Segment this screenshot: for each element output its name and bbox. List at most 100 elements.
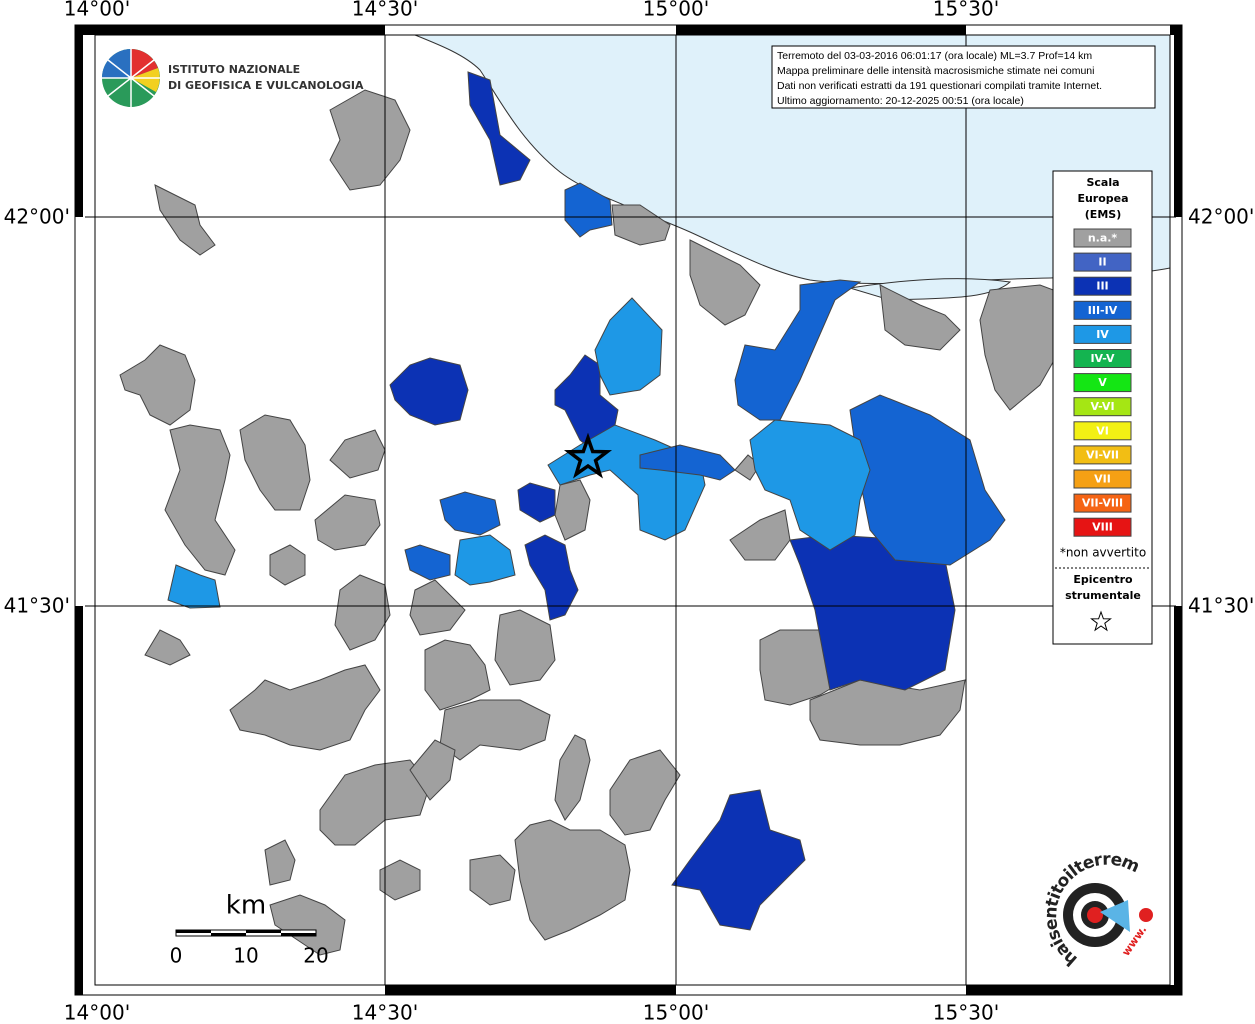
municipality	[314, 494, 381, 551]
municipality	[494, 609, 556, 686]
lon-label: 14°00'	[64, 1001, 130, 1024]
lon-label: 14°00'	[64, 0, 130, 21]
frame-bar	[966, 985, 1182, 995]
info-line: Mappa preliminare delle intensità macros…	[777, 65, 1094, 77]
legend-label: IV	[1096, 328, 1109, 341]
municipality	[167, 564, 221, 609]
municipality	[424, 639, 491, 711]
legend-label: II	[1098, 256, 1106, 269]
epicenter-title: strumentale	[1065, 589, 1141, 602]
legend-label: VI	[1096, 424, 1109, 437]
legend-title: (EMS)	[1085, 208, 1121, 221]
info-frame	[771, 45, 1156, 109]
lon-label: 15°00'	[643, 1001, 709, 1024]
municipality	[789, 534, 956, 691]
legend-label: V-VI	[1090, 400, 1114, 413]
frame-bar	[385, 985, 676, 995]
legend-swatch	[1073, 252, 1132, 272]
scale-label: 0	[170, 944, 183, 968]
badge-dot	[1139, 908, 1153, 922]
info-line: Ultimo aggiornamento: 20-12-2025 00:51 (…	[777, 95, 1024, 107]
lon-label: 15°00'	[643, 0, 709, 21]
municipality	[524, 534, 579, 621]
frame-bar	[1174, 606, 1182, 995]
frame-bar	[676, 25, 966, 35]
municipality	[239, 414, 311, 511]
legend-title: Europea	[1077, 192, 1128, 205]
scale-unit: km	[226, 891, 266, 921]
municipality	[467, 71, 531, 186]
legend-label: VII	[1094, 473, 1111, 486]
lon-label: 15°30'	[933, 1001, 999, 1024]
municipality	[404, 544, 451, 581]
municipality	[514, 819, 631, 941]
municipality	[554, 734, 591, 821]
badge-core	[1087, 907, 1103, 923]
municipality	[671, 789, 806, 931]
municipality	[319, 759, 431, 846]
municipality	[439, 491, 501, 536]
legend-swatch	[1073, 324, 1132, 344]
legend-label: III	[1096, 280, 1108, 293]
legend-swatch	[1073, 276, 1132, 296]
legend-title: Scala	[1086, 176, 1119, 189]
legend-swatch	[1073, 421, 1132, 441]
municipality	[269, 544, 306, 586]
logo: ISTITUTO NAZIONALE DI GEOFISICA E VULCAN…	[102, 49, 364, 107]
municipality	[594, 297, 663, 396]
logo-sector	[131, 49, 158, 78]
legend-swatch	[1073, 349, 1132, 368]
legend-swatch	[1073, 517, 1132, 537]
municipality	[334, 574, 391, 651]
coordinate-labels: 14°00' 14°30' 15°00' 15°30' 14°00' 14°30…	[4, 0, 1255, 1024]
lat-label: 41°30'	[1188, 594, 1254, 618]
municipality	[689, 239, 761, 326]
scale-label: 20	[303, 944, 328, 968]
municipality	[879, 284, 961, 351]
municipality	[564, 182, 613, 238]
epicenter-symbol	[1090, 610, 1112, 632]
legend-swatch	[1073, 397, 1132, 417]
municipality	[409, 579, 466, 636]
epicenter-title: Epicentro	[1073, 573, 1133, 586]
municipality	[517, 482, 556, 523]
municipality	[611, 204, 671, 246]
frame	[74, 24, 1183, 996]
municipality	[469, 854, 516, 906]
municipality	[454, 534, 516, 586]
logo-lines	[102, 49, 160, 107]
logo-text: DI GEOFISICA E VULCANOLOGIA	[168, 79, 364, 92]
legend-swatch	[1073, 445, 1132, 465]
municipality	[379, 859, 421, 901]
scale-segment	[176, 930, 211, 933]
municipality	[609, 749, 681, 836]
legend-label: VII-VIII	[1082, 497, 1123, 510]
legend-label: n.a.*	[1088, 232, 1118, 245]
scale-segment	[246, 930, 281, 933]
lon-label: 14°30'	[352, 1001, 418, 1024]
municipality	[229, 664, 381, 751]
legend-swatch	[1073, 373, 1132, 393]
frame-bar	[75, 606, 83, 995]
legend-label: III-IV	[1088, 304, 1118, 317]
legend-swatch	[1073, 300, 1132, 320]
municipality	[389, 357, 469, 426]
municipality	[144, 629, 191, 666]
scale-label: 10	[233, 944, 258, 968]
municipality	[154, 184, 216, 256]
lat-label: 42°00'	[4, 205, 70, 229]
info-line: Terremoto del 03-03-2016 06:01:17 (ora l…	[777, 50, 1092, 62]
epicenter	[563, 432, 613, 479]
municipality	[269, 894, 346, 956]
legend-label: VI-VII	[1086, 448, 1119, 461]
legend-label: IV-V	[1090, 352, 1115, 365]
legend-swatch	[1073, 469, 1132, 489]
legend: Scala Europea (EMS) *non avvertito Epice…	[1052, 170, 1153, 645]
graticule	[85, 35, 1176, 985]
municipality	[639, 444, 736, 481]
municipality	[264, 839, 296, 886]
info-line: Dati non verificati estratti da 191 ques…	[777, 80, 1102, 92]
municipality	[749, 419, 871, 551]
info-box: Terremoto del 03-03-2016 06:01:17 (ora l…	[771, 45, 1156, 109]
